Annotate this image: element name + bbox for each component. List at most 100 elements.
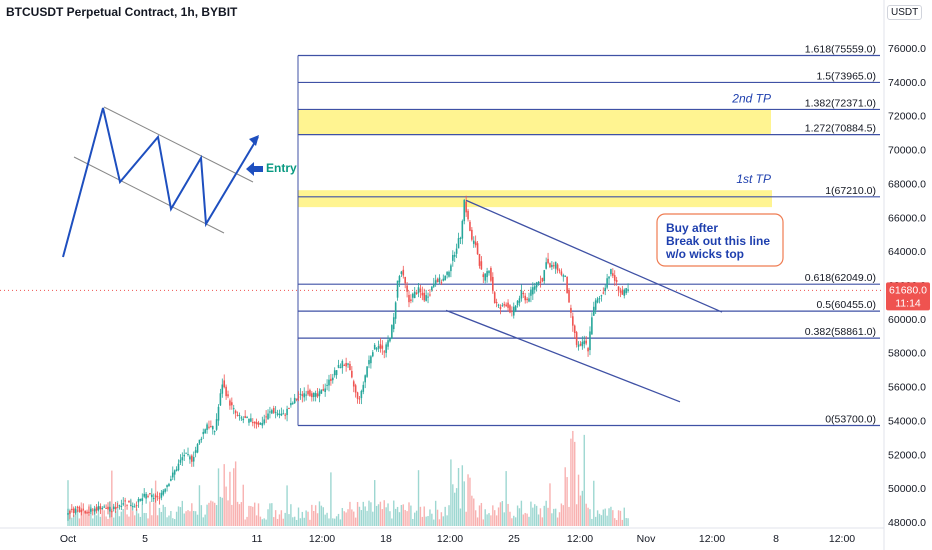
volume-bar xyxy=(556,517,559,526)
y-tick-label: 52000.0 xyxy=(888,449,926,461)
candle-body xyxy=(516,300,519,306)
current-price-tag xyxy=(886,282,930,311)
candle-body xyxy=(457,238,460,249)
candle-body xyxy=(522,292,525,295)
candle-body xyxy=(366,366,368,377)
volume-bar xyxy=(492,505,494,526)
candle-body xyxy=(375,348,378,350)
x-tick-label: 18 xyxy=(380,533,392,545)
volume-bar xyxy=(196,514,199,526)
candle-body xyxy=(501,305,504,307)
volume-bar xyxy=(507,503,509,526)
candle-body xyxy=(316,393,319,397)
candle-body xyxy=(198,439,201,444)
candle-body xyxy=(503,304,506,306)
candle-body xyxy=(444,275,446,281)
candle-body xyxy=(118,505,121,507)
volume-bar xyxy=(577,474,580,526)
volume-bar xyxy=(290,504,292,526)
volume-bar xyxy=(271,503,273,526)
volume-bar xyxy=(320,505,323,526)
candle-body xyxy=(490,268,492,281)
candle-body xyxy=(206,424,208,430)
volume-bar xyxy=(499,502,502,526)
volume-bar xyxy=(381,509,384,526)
callout-text-line: w/o wicks top xyxy=(665,247,744,261)
volume-bar xyxy=(313,510,315,526)
candle-body xyxy=(493,292,496,303)
fib-level-label: 1.272(70884.5) xyxy=(805,123,876,135)
volume-bar xyxy=(549,483,551,526)
volume-bar xyxy=(172,518,174,526)
candle-body xyxy=(518,298,521,303)
volume-bar xyxy=(444,506,446,526)
candle-body xyxy=(612,273,614,276)
volume-bar xyxy=(459,508,462,526)
volume-bar xyxy=(200,505,203,526)
candle-body xyxy=(507,302,509,308)
volume-bar xyxy=(537,514,540,526)
volume-bar xyxy=(105,516,107,526)
volume-bar xyxy=(252,506,254,526)
candle-body xyxy=(410,299,412,302)
volume-bar xyxy=(465,511,467,526)
candle-body xyxy=(139,498,142,501)
volume-bar xyxy=(318,501,321,526)
volume-bar xyxy=(326,512,328,526)
candle-body xyxy=(69,510,71,514)
candle-body xyxy=(236,414,239,416)
candle-body xyxy=(297,396,300,398)
volume-bar xyxy=(516,505,519,526)
volume-bar xyxy=(398,512,401,526)
candle-body xyxy=(492,276,494,292)
volume-bar xyxy=(400,504,403,526)
volume-bar xyxy=(545,500,547,526)
volume-bar xyxy=(495,515,498,526)
candle-body xyxy=(552,265,555,267)
volume-bar xyxy=(90,506,92,526)
volume-bar xyxy=(267,509,269,526)
candle-body xyxy=(478,254,481,266)
candle-body xyxy=(604,287,607,292)
candle-body xyxy=(558,270,561,272)
volume-bar xyxy=(396,506,399,526)
volume-bar xyxy=(177,506,180,526)
candle-body xyxy=(554,261,557,269)
volume-bar xyxy=(95,515,98,526)
volume-bar xyxy=(276,518,279,526)
volume-bar xyxy=(429,509,431,526)
candle-body xyxy=(486,271,488,278)
candle-body xyxy=(526,298,528,301)
candle-body xyxy=(284,414,286,416)
candle-body xyxy=(358,398,361,400)
currency-selector[interactable]: USDT xyxy=(887,5,923,20)
candle-body xyxy=(240,417,243,419)
volume-bar xyxy=(598,513,601,526)
pattern-channel-lower xyxy=(73,156,225,234)
volume-bar xyxy=(354,517,357,526)
candle-body xyxy=(114,507,117,510)
candle-body xyxy=(160,492,163,498)
volume-bar xyxy=(579,495,582,526)
volume-bar xyxy=(316,513,319,526)
volume-bar xyxy=(303,517,305,526)
candle-body xyxy=(158,497,161,499)
volume-bar xyxy=(574,441,576,526)
y-tick-label: 54000.0 xyxy=(888,415,926,427)
volume-bar xyxy=(471,495,473,526)
candle-body xyxy=(381,345,384,349)
volume-bar xyxy=(393,500,395,526)
candle-body xyxy=(625,288,627,294)
candle-body xyxy=(343,364,346,366)
candle-body xyxy=(434,280,437,285)
volume-bars xyxy=(67,430,629,526)
candle-body xyxy=(189,456,191,460)
candle-body xyxy=(105,507,107,509)
fib-level-label: 1.382(72371.0) xyxy=(805,97,876,109)
candle-body xyxy=(484,273,486,281)
candle-body xyxy=(472,240,475,244)
price-tag-value: 61680.0 xyxy=(889,284,927,296)
volume-bar xyxy=(469,477,471,526)
